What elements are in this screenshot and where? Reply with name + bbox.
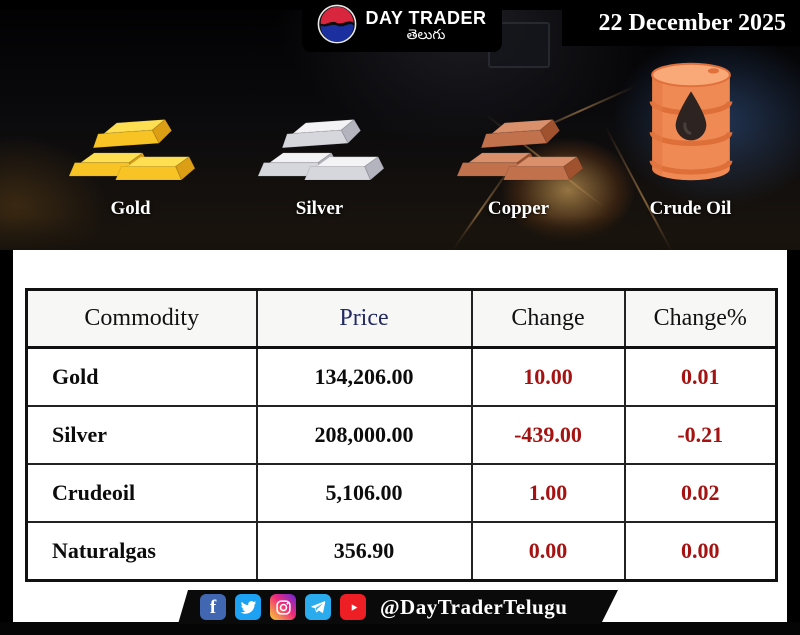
change-pct-cell: 0.00 bbox=[623, 521, 778, 582]
content-card: Commodity Price Change Change% Gold 134,… bbox=[13, 250, 787, 622]
commodity-name-cell: Silver bbox=[25, 405, 258, 465]
commodity-silver: Silver bbox=[247, 52, 392, 220]
logo-text: DAY TRADER తెలుగు bbox=[365, 9, 486, 43]
youtube-icon[interactable] bbox=[340, 594, 366, 620]
change-pct-cell: 0.01 bbox=[623, 346, 778, 407]
change-cell: 1.00 bbox=[470, 463, 626, 523]
commodity-label: Gold bbox=[110, 198, 151, 219]
price-table: Commodity Price Change Change% Gold 134,… bbox=[25, 288, 778, 582]
commodity-crude-oil: Crude Oil bbox=[628, 52, 753, 220]
col-header-commodity: Commodity bbox=[25, 288, 258, 349]
logo-title: DAY TRADER bbox=[365, 8, 487, 29]
bottom-black-bar bbox=[0, 622, 800, 635]
banner: DAY TRADER తెలుగు 22 December 2025 bbox=[0, 0, 800, 277]
logo: DAY TRADER తెలుగు bbox=[302, 0, 502, 52]
commodity-label: Copper bbox=[487, 198, 550, 219]
logo-subtitle: తెలుగు bbox=[406, 27, 446, 44]
change-cell: 0.00 bbox=[470, 521, 626, 582]
oil-barrel-icon bbox=[644, 60, 738, 191]
commodity-label: Silver bbox=[295, 198, 344, 219]
commodity-copper: Copper bbox=[446, 52, 591, 220]
social-handle: @DayTraderTelugu bbox=[380, 594, 568, 619]
date-label: 22 December 2025 bbox=[562, 0, 800, 46]
table-row: Crudeoil 5,106.00 1.00 0.02 bbox=[25, 463, 778, 523]
copper-bars-icon bbox=[455, 114, 584, 191]
facebook-icon[interactable]: f bbox=[200, 594, 226, 620]
commodity-name-cell: Crudeoil bbox=[25, 463, 258, 523]
change-pct-cell: -0.21 bbox=[623, 405, 778, 465]
commodity-name-cell: Naturalgas bbox=[25, 521, 258, 582]
background-machinery-band bbox=[0, 216, 800, 250]
bull-bear-logo-icon bbox=[317, 4, 357, 49]
col-header-change-pct: Change% bbox=[623, 288, 778, 349]
table-row: Silver 208,000.00 -439.00 -0.21 bbox=[25, 405, 778, 465]
change-cell: -439.00 bbox=[470, 405, 626, 465]
gold-bars-icon bbox=[67, 114, 196, 191]
telegram-icon[interactable] bbox=[305, 594, 331, 620]
instagram-icon[interactable] bbox=[270, 594, 296, 620]
change-pct-cell: 0.02 bbox=[623, 463, 778, 523]
col-header-change: Change bbox=[470, 288, 626, 349]
col-header-price: Price bbox=[255, 288, 473, 349]
twitter-icon[interactable] bbox=[235, 594, 261, 620]
table-row: Naturalgas 356.90 0.00 0.00 bbox=[25, 521, 778, 582]
commodity-name-cell: Gold bbox=[25, 346, 258, 407]
table-header-row: Commodity Price Change Change% bbox=[25, 288, 778, 349]
price-cell: 356.90 bbox=[255, 521, 473, 582]
price-cell: 208,000.00 bbox=[255, 405, 473, 465]
commodity-label: Crude Oil bbox=[649, 198, 732, 219]
change-cell: 10.00 bbox=[470, 346, 626, 407]
footer-ribbon: f @DayTraderTelugu bbox=[178, 590, 618, 624]
commodity-gold: Gold bbox=[58, 52, 203, 220]
table-row: Gold 134,206.00 10.00 0.01 bbox=[25, 346, 778, 407]
price-cell: 5,106.00 bbox=[255, 463, 473, 523]
silver-bars-icon bbox=[256, 114, 385, 191]
price-cell: 134,206.00 bbox=[255, 346, 473, 407]
